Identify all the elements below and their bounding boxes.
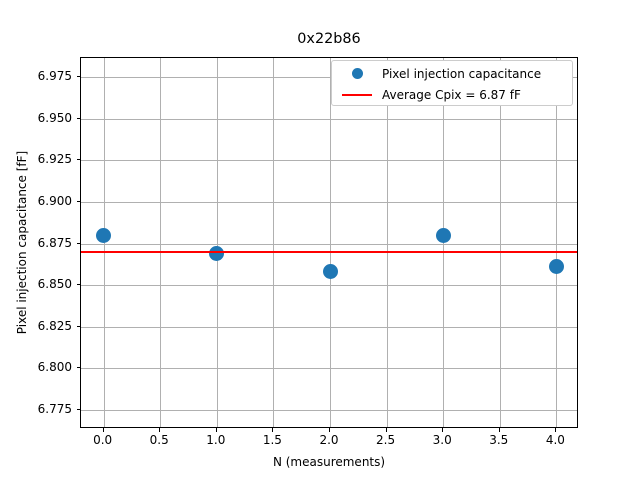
gridline-vertical [216, 58, 218, 427]
gridline-vertical [330, 58, 331, 427]
y-tick-label: 6.825 [37, 318, 72, 333]
x-tick-label: 1.0 [206, 433, 226, 447]
data-point [435, 227, 451, 243]
data-point [209, 245, 225, 261]
x-tick-label: 0.0 [93, 433, 113, 447]
average-line [81, 250, 577, 253]
x-tick-label: 0.5 [149, 433, 169, 447]
y-tick-mark [76, 242, 80, 244]
y-tick-mark [76, 200, 80, 202]
scatter-dot-icon [332, 68, 382, 79]
page-title: 0x22b86 [297, 31, 361, 47]
gridline-horizontal [81, 285, 577, 287]
y-tick-label: 6.900 [37, 193, 72, 208]
gridline-horizontal [81, 409, 577, 411]
gridline-vertical [386, 58, 388, 427]
x-tick-label: 2.5 [376, 433, 396, 447]
x-tick-label: 3.0 [432, 433, 452, 447]
legend-label: Pixel injection capacitance [382, 66, 542, 81]
y-tick-label: 6.775 [37, 401, 72, 416]
x-tick-label: 3.5 [489, 433, 509, 447]
y-tick-label: 6.875 [37, 235, 72, 250]
gridline-vertical [556, 58, 558, 427]
gridline-horizontal [81, 160, 577, 162]
legend-item-series: Pixel injection capacitance [332, 63, 572, 84]
line-swatch-icon [332, 93, 382, 96]
plot-area [80, 57, 578, 428]
x-axis-label: N (measurements) [272, 455, 386, 469]
gridline-horizontal [81, 118, 577, 120]
x-tick-label: 2.0 [319, 433, 339, 447]
legend-item-average: Average Cpix = 6.87 fF [332, 84, 572, 105]
gridline-horizontal [81, 243, 577, 245]
gridline-horizontal [81, 201, 577, 203]
y-tick-label: 6.800 [37, 360, 72, 375]
y-tick-mark [76, 325, 80, 327]
y-tick-label: 6.850 [37, 277, 72, 292]
y-tick-label: 6.925 [37, 152, 72, 167]
y-tick-label: 6.975 [37, 69, 72, 84]
x-tick-label: 4.0 [545, 433, 565, 447]
x-tick-mark [102, 428, 104, 432]
x-tick-mark [498, 428, 500, 432]
gridline-horizontal [81, 368, 577, 370]
data-point [322, 264, 338, 280]
gridline-vertical [273, 58, 275, 427]
y-tick-mark [76, 159, 80, 161]
y-tick-mark [76, 117, 80, 119]
legend: Pixel injection capacitance Average Cpix… [331, 60, 573, 106]
x-tick-mark [215, 428, 217, 432]
gridline-vertical [499, 58, 501, 427]
legend-label: Average Cpix = 6.87 fF [382, 87, 521, 102]
y-tick-mark [76, 76, 80, 78]
x-tick-mark [159, 428, 161, 432]
x-tick-label: 1.5 [262, 433, 282, 447]
x-tick-mark [385, 428, 387, 432]
x-tick-mark [555, 428, 557, 432]
x-tick-mark [442, 428, 444, 432]
data-point [548, 259, 564, 275]
y-tick-mark [76, 284, 80, 286]
x-tick-mark [329, 428, 330, 432]
gridline-horizontal [81, 77, 577, 79]
y-tick-mark [76, 408, 80, 410]
y-tick-mark [76, 367, 80, 369]
data-point [96, 227, 112, 243]
gridline-horizontal [81, 326, 577, 328]
x-tick-mark [272, 428, 274, 432]
gridline-vertical [160, 58, 162, 427]
y-tick-label: 6.950 [37, 110, 72, 125]
